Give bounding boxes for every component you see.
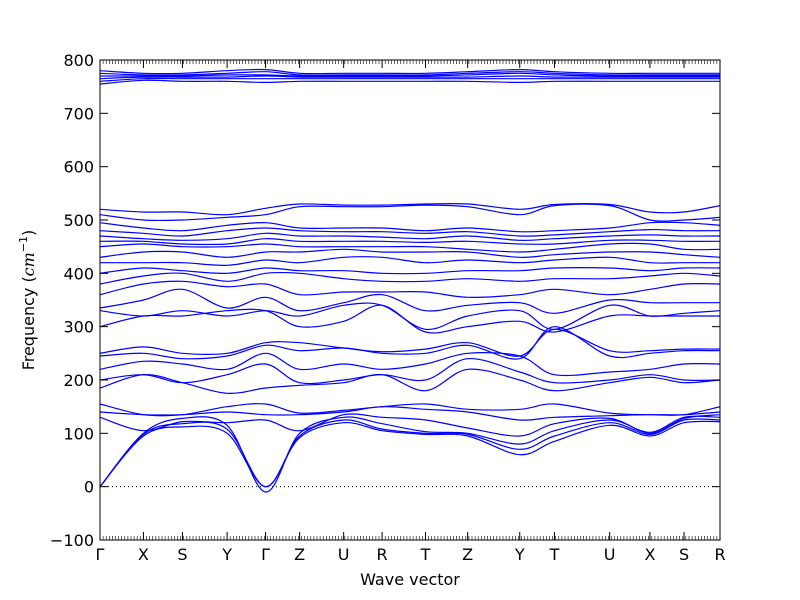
- y-tick-label: 100: [63, 424, 94, 443]
- x-tick-label: R: [377, 545, 388, 564]
- band-line: [100, 358, 720, 385]
- x-tick-label: Y: [514, 545, 525, 564]
- x-tick-label: S: [177, 545, 187, 564]
- x-tick-label: X: [644, 545, 655, 564]
- band-line: [100, 415, 720, 493]
- x-tick-label: R: [714, 545, 725, 564]
- y-tick-label: 200: [63, 371, 94, 390]
- band-line: [100, 403, 720, 417]
- band-line: [100, 242, 720, 253]
- y-axis-title-close: ): [19, 230, 38, 236]
- band-line: [100, 420, 720, 488]
- band-line: [100, 304, 720, 334]
- x-tick-label: U: [338, 545, 350, 564]
- y-tick-label: 600: [63, 158, 94, 177]
- band-line: [100, 352, 720, 377]
- y-axis-title: Frequency (cm−1): [17, 230, 38, 371]
- band-line: [100, 227, 720, 237]
- y-tick-label: −100: [50, 531, 94, 550]
- y-tick-label: 400: [63, 264, 94, 283]
- band-line: [100, 71, 720, 76]
- y-tick-label: 500: [63, 211, 94, 230]
- band-line: [100, 79, 720, 85]
- band-line: [100, 232, 720, 241]
- x-tick-label: T: [549, 545, 560, 564]
- y-axis-ticks: −100 0 100 200 300 400 500 600 700 800: [50, 51, 720, 550]
- band-line: [100, 280, 720, 298]
- x-tick-label: T: [420, 545, 431, 564]
- x-tick-label: X: [138, 545, 149, 564]
- band-line: [100, 326, 720, 360]
- band-line: [100, 77, 720, 82]
- x-axis-title: Wave vector: [360, 570, 460, 589]
- y-axis-title-unit-exponent: −1: [17, 236, 30, 252]
- y-axis-title-text: Frequency (: [19, 276, 38, 370]
- band-series-group: [100, 68, 720, 493]
- x-tick-label: Γ: [96, 545, 105, 564]
- band-line: [100, 68, 720, 75]
- band-line: [100, 221, 720, 233]
- band-line: [100, 271, 720, 285]
- y-tick-label: 700: [63, 104, 94, 123]
- x-tick-label: Γ: [261, 545, 270, 564]
- x-tick-label: Z: [294, 545, 305, 564]
- x-tick-label: U: [604, 545, 616, 564]
- band-line: [100, 267, 720, 275]
- x-tick-label: Y: [221, 545, 232, 564]
- band-line: [100, 406, 720, 421]
- y-tick-label: 300: [63, 318, 94, 337]
- x-tick-label: S: [679, 545, 689, 564]
- y-axis-title-unit: cm: [19, 252, 38, 276]
- band-line: [100, 72, 720, 77]
- x-tick-label: Z: [462, 545, 473, 564]
- band-line: [100, 256, 720, 266]
- band-line: [100, 288, 720, 314]
- band-line: [100, 75, 720, 80]
- band-line: [100, 202, 720, 216]
- band-line: [100, 368, 720, 394]
- band-line: [100, 328, 720, 357]
- band-line: [100, 238, 720, 246]
- band-line: [100, 302, 720, 330]
- band-line: [100, 248, 720, 258]
- band-line: [100, 203, 720, 222]
- band-line: [100, 413, 720, 437]
- y-tick-label: 0: [84, 478, 94, 497]
- x-minor-ticks: [99, 60, 721, 540]
- y-tick-label: 800: [63, 51, 94, 70]
